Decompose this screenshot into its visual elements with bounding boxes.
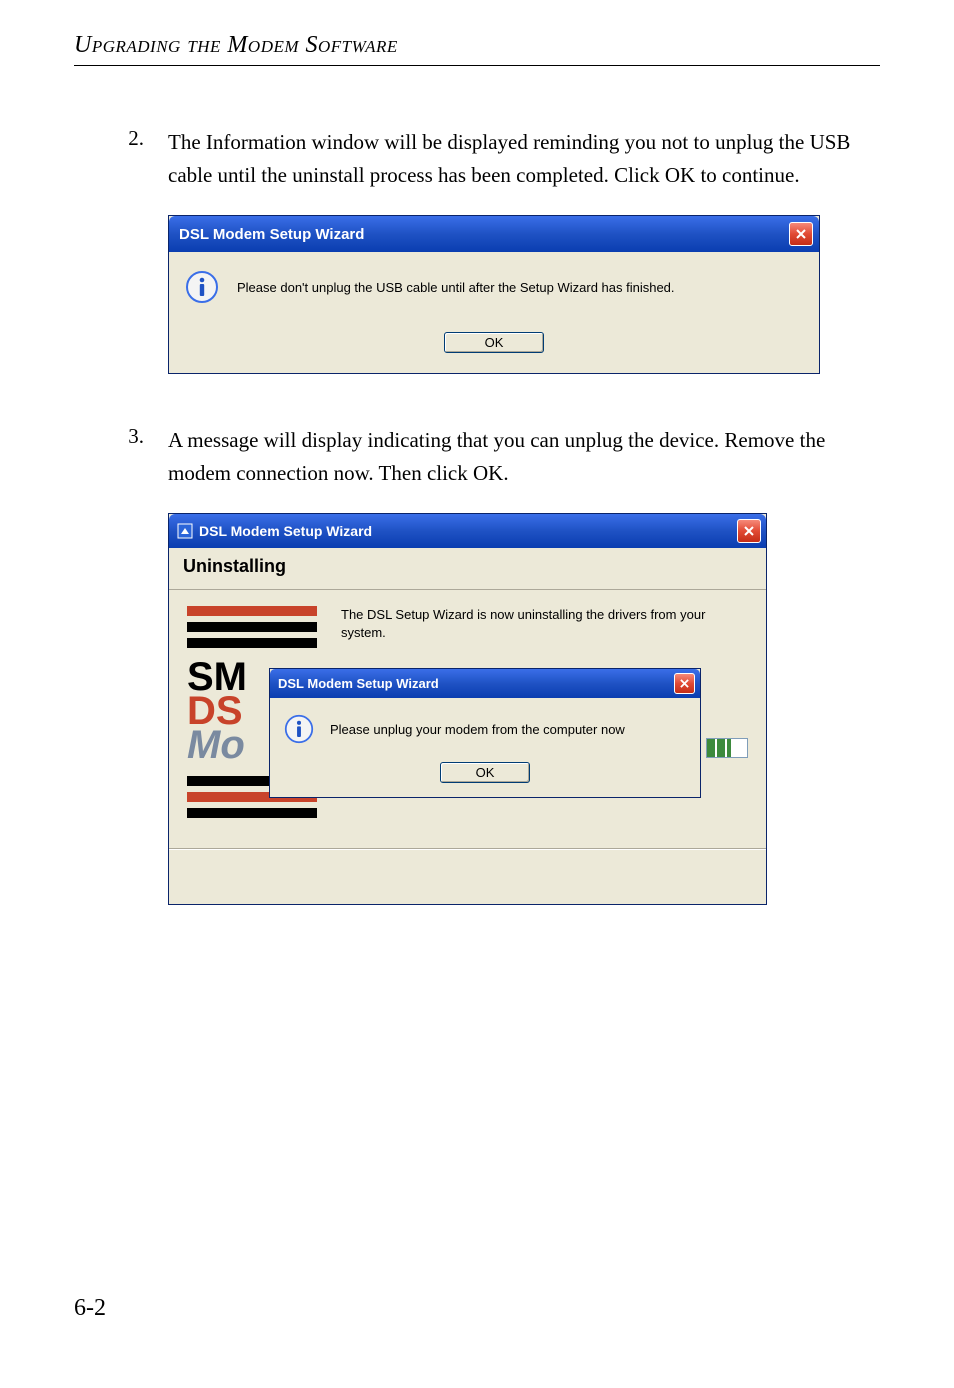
dialog2-heading: Uninstalling bbox=[169, 548, 766, 590]
bar-icon bbox=[187, 808, 317, 818]
dialog2-desc: The DSL Setup Wizard is now uninstalling… bbox=[341, 606, 748, 654]
close-icon[interactable] bbox=[737, 519, 761, 543]
dialog1-title-text: DSL Modem Setup Wizard bbox=[179, 226, 364, 243]
inner-titlebar: DSL Modem Setup Wizard bbox=[270, 669, 700, 698]
dialog2: DSL Modem Setup Wizard Uninstalling The … bbox=[168, 513, 767, 905]
dialog1-body: Please don't unplug the USB cable until … bbox=[169, 252, 819, 373]
progress-fill bbox=[707, 739, 731, 757]
info-icon bbox=[284, 714, 314, 744]
inner-title-text: DSL Modem Setup Wizard bbox=[278, 676, 439, 691]
inner-btnrow: OK bbox=[284, 762, 686, 783]
wizard-footer bbox=[169, 850, 766, 904]
step-2-num: 2. bbox=[74, 126, 168, 191]
bar-icon bbox=[187, 606, 317, 616]
dialog2-container: DSL Modem Setup Wizard Uninstalling The … bbox=[168, 513, 880, 905]
dialog2-titlebar: DSL Modem Setup Wizard bbox=[169, 514, 766, 548]
content: 2. The Information window will be displa… bbox=[0, 66, 954, 905]
wizard-app-icon bbox=[177, 523, 193, 539]
ok-button[interactable]: OK bbox=[444, 332, 544, 353]
page-number: 6-2 bbox=[74, 1295, 106, 1322]
step-2: 2. The Information window will be displa… bbox=[74, 126, 880, 191]
close-icon[interactable] bbox=[674, 673, 695, 694]
dialog1-container: DSL Modem Setup Wizard Please don't unpl… bbox=[168, 215, 880, 374]
dialog2-row1: The DSL Setup Wizard is now uninstalling… bbox=[187, 606, 748, 654]
step-3: 3. A message will display indicating tha… bbox=[74, 424, 880, 489]
step-3-num: 3. bbox=[74, 424, 168, 489]
info-icon bbox=[185, 270, 219, 304]
ok-button[interactable]: OK bbox=[440, 762, 530, 783]
dialog2-title-left: DSL Modem Setup Wizard bbox=[177, 523, 372, 539]
dialog1-row: Please don't unplug the USB cable until … bbox=[185, 270, 803, 304]
dialog1-btnrow: OK bbox=[185, 332, 803, 353]
bar-icon bbox=[187, 638, 317, 648]
dialog2-content: The DSL Setup Wizard is now uninstalling… bbox=[169, 590, 766, 848]
decorative-bars-top bbox=[187, 606, 317, 654]
inner-row: Please unplug your modem from the comput… bbox=[284, 714, 686, 744]
dialog1: DSL Modem Setup Wizard Please don't unpl… bbox=[168, 215, 820, 374]
dialog2-title-text: DSL Modem Setup Wizard bbox=[199, 523, 372, 539]
inner-message: Please unplug your modem from the comput… bbox=[330, 722, 625, 737]
inner-dialog: DSL Modem Setup Wizard Please bbox=[269, 668, 701, 798]
step-2-text: The Information window will be displayed… bbox=[168, 126, 880, 191]
dialog1-titlebar: DSL Modem Setup Wizard bbox=[169, 216, 819, 252]
inner-body: Please unplug your modem from the comput… bbox=[270, 698, 700, 797]
progress-bar bbox=[706, 738, 748, 758]
page-header: Upgrading the Modem Software bbox=[0, 0, 954, 65]
bar-icon bbox=[187, 622, 317, 632]
close-icon[interactable] bbox=[789, 222, 813, 246]
dialog1-message: Please don't unplug the USB cable until … bbox=[237, 280, 675, 295]
step-3-text: A message will display indicating that y… bbox=[168, 424, 880, 489]
